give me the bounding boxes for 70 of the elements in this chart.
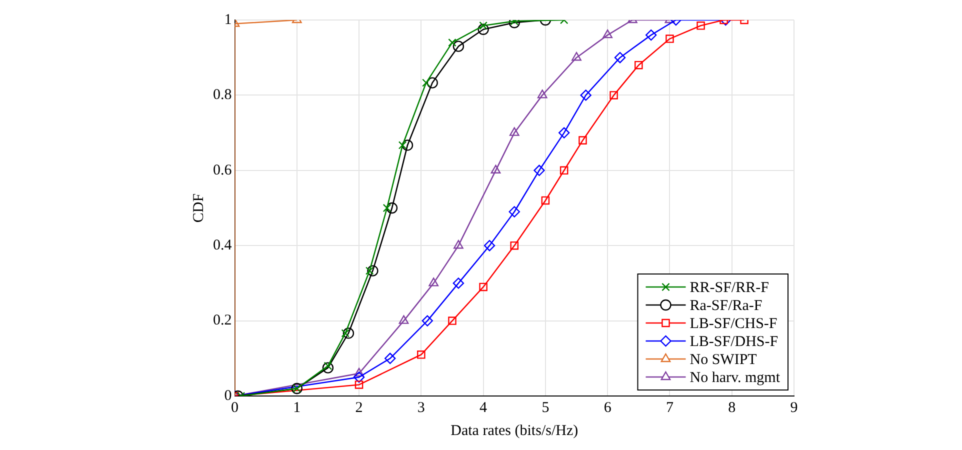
y-tick-label: 0.4 xyxy=(213,238,232,254)
point xyxy=(354,368,364,377)
point xyxy=(610,91,618,100)
x-tick-label: 9 xyxy=(790,400,798,416)
point xyxy=(479,282,488,292)
x-tick-label: 8 xyxy=(728,400,736,416)
point xyxy=(353,372,365,383)
point xyxy=(572,52,582,61)
point xyxy=(510,241,519,250)
point xyxy=(614,52,626,64)
x-tick-label: 3 xyxy=(417,400,425,416)
point xyxy=(386,202,398,214)
point xyxy=(428,278,439,286)
y-tick-label: 1 xyxy=(224,12,232,28)
point xyxy=(452,278,464,289)
x-tick-label: 7 xyxy=(666,400,674,416)
x-tick-label: 1 xyxy=(293,400,301,416)
x-axis-title: Data rates (bits/s/Hz) xyxy=(450,422,578,439)
legend-label: RR-SF/RR-F xyxy=(690,280,769,296)
point xyxy=(558,127,570,138)
point xyxy=(422,78,430,87)
point xyxy=(342,328,354,339)
point xyxy=(578,136,587,144)
y-tick-label: 0.8 xyxy=(213,87,232,104)
x-tick-label: 6 xyxy=(604,400,612,416)
point xyxy=(398,315,409,324)
point xyxy=(666,34,674,43)
legend-label: No SWIPT xyxy=(690,352,757,368)
point xyxy=(448,316,456,325)
point xyxy=(479,22,488,30)
point xyxy=(541,196,550,205)
point xyxy=(478,24,489,35)
y-tick-label: 0.2 xyxy=(213,312,232,329)
legend-label: LB-SF/CHS-F xyxy=(690,316,778,332)
point xyxy=(367,265,378,276)
x-tick-label: 2 xyxy=(355,400,363,416)
y-axis-title: CDF xyxy=(190,193,207,223)
point xyxy=(484,240,496,252)
y-tick-label: 0 xyxy=(224,388,232,404)
point xyxy=(534,164,545,176)
point xyxy=(398,141,407,150)
point xyxy=(365,266,374,275)
point xyxy=(448,38,456,47)
legend-label: No harv. mgmt xyxy=(690,370,781,386)
point xyxy=(602,29,613,38)
point xyxy=(560,166,568,175)
point xyxy=(580,90,592,101)
y-tick-label: 0.6 xyxy=(213,162,232,178)
point xyxy=(426,77,438,88)
point xyxy=(537,90,548,98)
point xyxy=(645,29,657,41)
point xyxy=(634,60,643,70)
point xyxy=(508,206,520,218)
point xyxy=(402,140,414,151)
point xyxy=(417,350,426,359)
point xyxy=(696,22,705,30)
point xyxy=(509,127,520,136)
point xyxy=(322,362,334,374)
x-tick-label: 4 xyxy=(480,400,488,416)
point xyxy=(354,380,364,389)
legend-label: Ra-SF/Ra-F xyxy=(690,298,762,314)
point xyxy=(382,204,392,212)
point xyxy=(384,352,396,364)
point xyxy=(490,164,501,174)
legend-label: LB-SF/DHS-F xyxy=(690,334,778,350)
point xyxy=(422,315,433,326)
point xyxy=(454,240,464,249)
x-tick-label: 5 xyxy=(542,400,550,416)
point xyxy=(324,362,332,370)
point xyxy=(452,40,464,52)
